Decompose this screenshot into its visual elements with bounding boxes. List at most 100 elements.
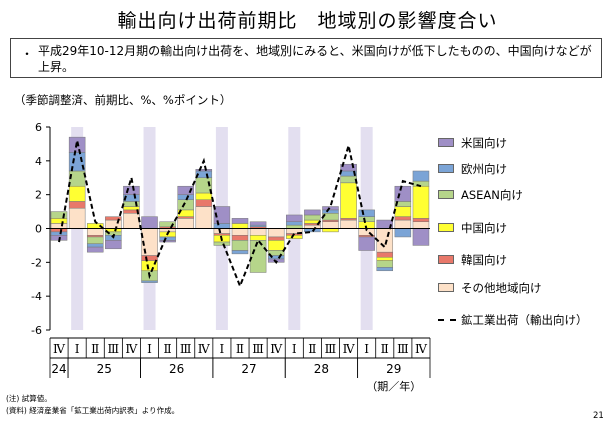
bar-korea bbox=[105, 216, 122, 221]
bar-korea bbox=[195, 199, 213, 207]
quarter-label: Ⅱ bbox=[236, 342, 244, 356]
quarter-label: Ⅲ bbox=[108, 342, 120, 356]
bar-asean bbox=[358, 216, 375, 222]
bar-us bbox=[159, 240, 176, 243]
quarter-label: Ⅲ bbox=[180, 342, 192, 356]
quarter-label: Ⅱ bbox=[381, 342, 389, 356]
bar-eu bbox=[249, 224, 267, 228]
bar-eu bbox=[213, 223, 231, 229]
bar-korea bbox=[394, 216, 412, 221]
bar-china bbox=[68, 185, 86, 202]
bar-korea bbox=[231, 235, 249, 241]
bar-china bbox=[123, 206, 140, 211]
year-label: 29 bbox=[386, 362, 401, 376]
bar-korea bbox=[213, 233, 231, 236]
bar-us bbox=[394, 185, 412, 202]
bullet-mark: ・ bbox=[21, 47, 34, 61]
bar-eu bbox=[412, 170, 430, 182]
bar-eu bbox=[394, 228, 412, 238]
bar-us bbox=[105, 240, 122, 250]
bar-eu bbox=[159, 236, 176, 241]
quarter-label: Ⅰ bbox=[364, 342, 369, 356]
bar-other bbox=[376, 228, 394, 253]
legend-swatch-asean bbox=[438, 190, 454, 199]
bar-us bbox=[177, 185, 194, 195]
legend-swatch-eu bbox=[438, 164, 454, 173]
bar-us bbox=[213, 206, 231, 224]
quarter-label: Ⅳ bbox=[415, 342, 428, 356]
legend-item-china: 中国向け bbox=[438, 220, 613, 236]
bar-other bbox=[231, 228, 249, 236]
bar-other bbox=[123, 213, 140, 229]
legend-line-total bbox=[438, 319, 456, 321]
note-estimate: (注) 試算値。 bbox=[6, 394, 52, 403]
units-label: （季節調整済、前期比、%、%ポイント） bbox=[14, 93, 232, 107]
year-label: 28 bbox=[314, 362, 329, 376]
bar-other bbox=[249, 228, 267, 236]
bar-eu bbox=[231, 250, 249, 255]
quarter-label: Ⅱ bbox=[308, 342, 316, 356]
bar-korea bbox=[412, 218, 430, 222]
y-tick-label: 6 bbox=[35, 121, 42, 134]
page-title: 輸出向け出荷前期比 地域別の影響度合い bbox=[117, 10, 498, 32]
bar-china bbox=[231, 223, 249, 229]
bar-eu bbox=[50, 231, 68, 236]
bar-other bbox=[412, 221, 430, 229]
bar-other bbox=[304, 224, 321, 229]
legend-swatch-us bbox=[438, 138, 454, 147]
bar-eu bbox=[322, 209, 339, 214]
quarter-label: Ⅳ bbox=[125, 342, 138, 356]
legend-label-asean: ASEAN向け bbox=[461, 188, 523, 202]
bar-korea bbox=[141, 255, 158, 261]
bar-korea bbox=[177, 216, 194, 219]
quarter-label: Ⅰ bbox=[220, 342, 225, 356]
bar-asean bbox=[376, 260, 394, 268]
bar-us bbox=[340, 163, 357, 172]
quarter-label: Ⅳ bbox=[343, 342, 356, 356]
bar-eu bbox=[376, 267, 394, 272]
bar-china bbox=[195, 192, 213, 200]
bar-us bbox=[412, 228, 430, 246]
bar-asean bbox=[249, 240, 267, 273]
period-unit-label: （期／年） bbox=[366, 379, 421, 393]
bar-korea bbox=[376, 251, 394, 258]
bar-eu bbox=[286, 221, 303, 226]
summary-box: ・ 平成29年10-12月期の輸出向け出荷を、地域別にみると、米国向けが低下した… bbox=[10, 38, 602, 78]
legend-label-other: その他地域向け bbox=[461, 281, 542, 295]
bar-other bbox=[340, 219, 357, 229]
legend-label-total: 鉱工業出荷（輸出向け） bbox=[461, 313, 588, 327]
bar-us bbox=[141, 216, 158, 229]
y-tick-label: -2 bbox=[31, 256, 42, 269]
bar-china bbox=[286, 235, 303, 239]
legend-item-other: その他地域向け bbox=[438, 280, 613, 296]
legend-item-asean: ASEAN向け bbox=[438, 187, 613, 203]
page-number: 21 bbox=[593, 411, 604, 421]
bar-other bbox=[213, 228, 231, 234]
bar-asean bbox=[340, 175, 357, 184]
legend-item-eu: 欧州向け bbox=[438, 161, 613, 177]
bar-us bbox=[322, 206, 339, 211]
quarter-label: Ⅰ bbox=[147, 342, 152, 356]
y-tick-label: 4 bbox=[35, 155, 42, 168]
quarter-label: Ⅳ bbox=[198, 342, 211, 356]
bar-asean bbox=[286, 224, 303, 229]
legend-item-us: 米国向け bbox=[438, 135, 613, 151]
bar-eu bbox=[141, 280, 158, 283]
legend-label-eu: 欧州向け bbox=[461, 162, 507, 176]
legend-label-china: 中国向け bbox=[461, 221, 507, 235]
y-tick-label: -6 bbox=[31, 324, 42, 337]
bar-other bbox=[267, 228, 285, 238]
bar-other bbox=[177, 218, 194, 229]
y-tick-label: -4 bbox=[31, 290, 42, 303]
quarter-label: Ⅱ bbox=[164, 342, 172, 356]
legend-swatch-china bbox=[438, 223, 454, 232]
bar-us bbox=[304, 209, 321, 216]
legend-swatch-other bbox=[438, 283, 454, 292]
quarter-label: Ⅱ bbox=[91, 342, 99, 356]
year-label: 27 bbox=[241, 362, 256, 376]
y-tick-label: 2 bbox=[35, 189, 42, 202]
bar-other bbox=[50, 223, 68, 229]
bar-china bbox=[412, 185, 430, 219]
bar-korea bbox=[267, 236, 285, 241]
